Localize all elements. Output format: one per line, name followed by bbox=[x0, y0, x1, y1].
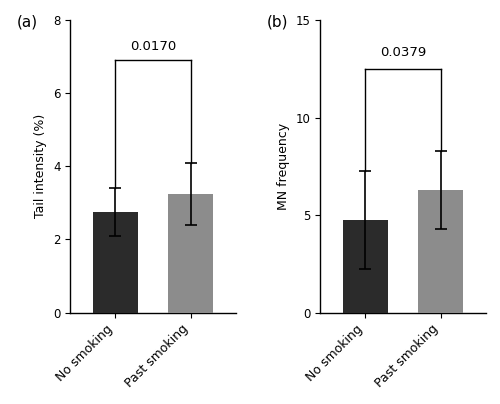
Bar bbox=[93, 212, 138, 313]
Y-axis label: Tail intensity (%): Tail intensity (%) bbox=[34, 114, 48, 219]
Text: (a): (a) bbox=[17, 14, 38, 29]
Y-axis label: MN frequency: MN frequency bbox=[277, 123, 290, 210]
Text: 0.0379: 0.0379 bbox=[380, 46, 426, 59]
Bar bbox=[168, 194, 214, 313]
Text: (b): (b) bbox=[267, 14, 288, 29]
Text: 0.0170: 0.0170 bbox=[130, 40, 176, 53]
Bar bbox=[418, 190, 464, 313]
Bar bbox=[343, 220, 388, 313]
